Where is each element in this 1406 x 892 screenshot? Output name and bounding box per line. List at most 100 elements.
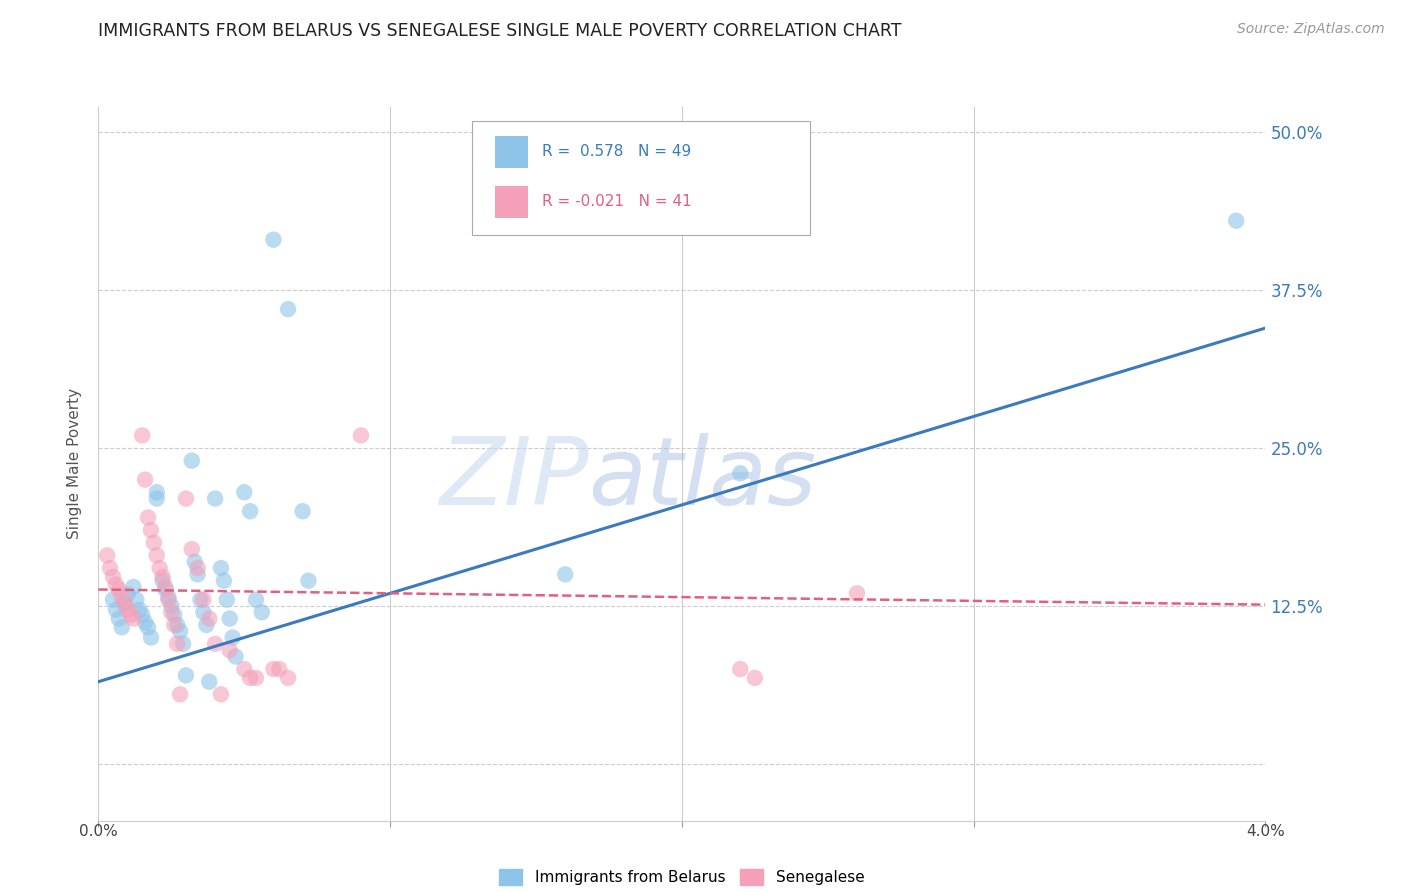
- Point: [104, 603, 127, 617]
- Point: [125, 592, 148, 607]
- Text: ZIP: ZIP: [439, 433, 589, 524]
- Point: [101, 592, 124, 607]
- Point: [174, 668, 197, 682]
- Point: [163, 618, 186, 632]
- Point: [262, 233, 284, 247]
- Point: [157, 590, 180, 604]
- Point: [262, 662, 284, 676]
- Point: [114, 598, 136, 612]
- Point: [98, 561, 121, 575]
- Point: [728, 467, 751, 481]
- Point: [1225, 213, 1247, 227]
- Text: R = -0.021   N = 41: R = -0.021 N = 41: [541, 194, 692, 209]
- Legend: Immigrants from Belarus, Senegalese: Immigrants from Belarus, Senegalese: [494, 863, 870, 891]
- Point: [198, 674, 221, 689]
- Point: [269, 662, 291, 676]
- Point: [174, 491, 197, 506]
- Point: [198, 611, 221, 625]
- Point: [195, 618, 218, 632]
- Point: [204, 491, 226, 506]
- Point: [160, 605, 183, 619]
- Point: [187, 567, 209, 582]
- Point: [239, 671, 262, 685]
- Text: R =  0.578   N = 49: R = 0.578 N = 49: [541, 145, 692, 159]
- Point: [239, 504, 262, 518]
- Point: [108, 611, 131, 625]
- Point: [190, 592, 212, 607]
- Point: [146, 491, 169, 506]
- Point: [846, 586, 869, 600]
- Point: [166, 637, 188, 651]
- Point: [134, 473, 156, 487]
- Point: [245, 592, 267, 607]
- Point: [166, 618, 188, 632]
- FancyBboxPatch shape: [495, 186, 527, 218]
- Point: [180, 542, 202, 557]
- Point: [218, 611, 240, 625]
- Point: [212, 574, 235, 588]
- Point: [149, 561, 172, 575]
- FancyBboxPatch shape: [472, 121, 810, 235]
- Point: [193, 592, 215, 607]
- Point: [215, 592, 238, 607]
- Point: [291, 504, 314, 518]
- Point: [131, 428, 153, 442]
- Point: [180, 453, 202, 467]
- Point: [146, 549, 169, 563]
- Point: [134, 615, 156, 630]
- Point: [120, 607, 142, 622]
- Point: [169, 624, 191, 639]
- Text: IMMIGRANTS FROM BELARUS VS SENEGALESE SINGLE MALE POVERTY CORRELATION CHART: IMMIGRANTS FROM BELARUS VS SENEGALESE SI…: [98, 22, 901, 40]
- Point: [554, 567, 576, 582]
- Point: [221, 631, 243, 645]
- Point: [122, 611, 145, 625]
- Point: [728, 662, 751, 676]
- Point: [101, 570, 124, 584]
- Point: [152, 570, 174, 584]
- Point: [204, 637, 226, 651]
- Point: [233, 485, 256, 500]
- Text: 4.0%: 4.0%: [1246, 824, 1285, 839]
- Point: [136, 510, 159, 524]
- Point: [277, 302, 299, 317]
- Point: [277, 671, 299, 685]
- Point: [131, 607, 153, 622]
- Point: [111, 590, 134, 604]
- Point: [96, 549, 118, 563]
- Point: [128, 603, 150, 617]
- Point: [218, 643, 240, 657]
- Point: [157, 592, 180, 607]
- Point: [744, 671, 766, 685]
- Text: Source: ZipAtlas.com: Source: ZipAtlas.com: [1237, 22, 1385, 37]
- Point: [117, 603, 139, 617]
- Y-axis label: Single Male Poverty: Single Male Poverty: [67, 388, 83, 540]
- Text: atlas: atlas: [589, 433, 817, 524]
- Point: [117, 588, 139, 602]
- Point: [152, 574, 174, 588]
- FancyBboxPatch shape: [495, 136, 527, 168]
- Point: [136, 620, 159, 634]
- Point: [146, 485, 169, 500]
- Point: [111, 620, 134, 634]
- Text: 0.0%: 0.0%: [79, 824, 118, 839]
- Point: [250, 605, 273, 619]
- Point: [183, 555, 205, 569]
- Point: [139, 631, 162, 645]
- Point: [114, 595, 136, 609]
- Point: [122, 580, 145, 594]
- Point: [209, 687, 232, 701]
- Point: [104, 577, 127, 591]
- Point: [160, 599, 183, 613]
- Point: [225, 649, 247, 664]
- Point: [187, 561, 209, 575]
- Point: [233, 662, 256, 676]
- Point: [209, 561, 232, 575]
- Point: [155, 580, 177, 594]
- Point: [155, 582, 177, 597]
- Point: [297, 574, 319, 588]
- Point: [193, 605, 215, 619]
- Point: [163, 607, 186, 622]
- Point: [169, 687, 191, 701]
- Point: [172, 637, 194, 651]
- Point: [350, 428, 373, 442]
